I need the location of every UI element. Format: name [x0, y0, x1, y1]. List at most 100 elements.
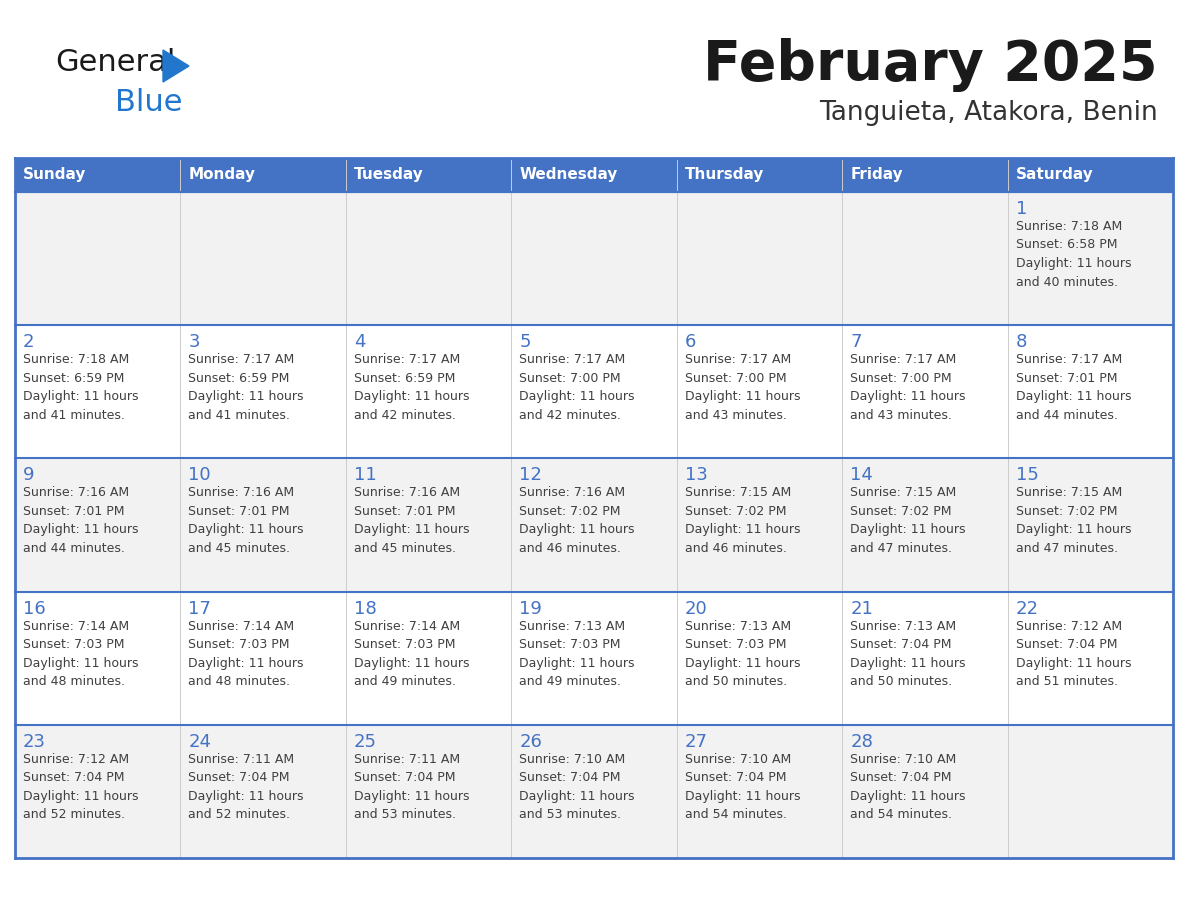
- Text: Sunrise: 7:15 AM
Sunset: 7:02 PM
Daylight: 11 hours
and 46 minutes.: Sunrise: 7:15 AM Sunset: 7:02 PM Dayligh…: [684, 487, 801, 554]
- Text: 8: 8: [1016, 333, 1026, 352]
- Text: Sunrise: 7:16 AM
Sunset: 7:01 PM
Daylight: 11 hours
and 44 minutes.: Sunrise: 7:16 AM Sunset: 7:01 PM Dayligh…: [23, 487, 139, 554]
- Bar: [1007, 325, 1173, 458]
- Bar: [181, 158, 346, 192]
- Text: Wednesday: Wednesday: [519, 167, 618, 183]
- Text: Sunrise: 7:16 AM
Sunset: 7:01 PM
Daylight: 11 hours
and 45 minutes.: Sunrise: 7:16 AM Sunset: 7:01 PM Dayligh…: [189, 487, 304, 554]
- Text: Sunrise: 7:15 AM
Sunset: 7:02 PM
Daylight: 11 hours
and 47 minutes.: Sunrise: 7:15 AM Sunset: 7:02 PM Dayligh…: [1016, 487, 1131, 554]
- Bar: [1007, 458, 1173, 591]
- Text: 16: 16: [23, 599, 46, 618]
- Bar: [677, 158, 842, 192]
- Bar: [511, 458, 677, 591]
- Text: Tuesday: Tuesday: [354, 167, 424, 183]
- Text: Sunday: Sunday: [23, 167, 87, 183]
- Bar: [511, 591, 677, 725]
- Bar: [346, 192, 511, 325]
- Bar: [15, 192, 181, 325]
- Text: 23: 23: [23, 733, 46, 751]
- Bar: [511, 725, 677, 858]
- Bar: [181, 725, 346, 858]
- Text: 9: 9: [23, 466, 34, 485]
- Bar: [842, 158, 1007, 192]
- Text: Monday: Monday: [189, 167, 255, 183]
- Bar: [1007, 725, 1173, 858]
- Bar: [181, 192, 346, 325]
- Text: 3: 3: [189, 333, 200, 352]
- Bar: [511, 192, 677, 325]
- Text: Sunrise: 7:17 AM
Sunset: 7:00 PM
Daylight: 11 hours
and 43 minutes.: Sunrise: 7:17 AM Sunset: 7:00 PM Dayligh…: [684, 353, 801, 421]
- Text: 13: 13: [684, 466, 708, 485]
- Text: 15: 15: [1016, 466, 1038, 485]
- Bar: [511, 158, 677, 192]
- Bar: [15, 158, 181, 192]
- Text: Blue: Blue: [115, 88, 183, 117]
- Bar: [842, 458, 1007, 591]
- Bar: [1007, 158, 1173, 192]
- Text: 21: 21: [851, 599, 873, 618]
- Bar: [15, 591, 181, 725]
- Text: Sunrise: 7:13 AM
Sunset: 7:03 PM
Daylight: 11 hours
and 50 minutes.: Sunrise: 7:13 AM Sunset: 7:03 PM Dayligh…: [684, 620, 801, 688]
- Text: 24: 24: [189, 733, 211, 751]
- Text: Sunrise: 7:12 AM
Sunset: 7:04 PM
Daylight: 11 hours
and 51 minutes.: Sunrise: 7:12 AM Sunset: 7:04 PM Dayligh…: [1016, 620, 1131, 688]
- Text: Sunrise: 7:14 AM
Sunset: 7:03 PM
Daylight: 11 hours
and 49 minutes.: Sunrise: 7:14 AM Sunset: 7:03 PM Dayligh…: [354, 620, 469, 688]
- Text: General: General: [55, 48, 176, 77]
- Text: Sunrise: 7:18 AM
Sunset: 6:59 PM
Daylight: 11 hours
and 41 minutes.: Sunrise: 7:18 AM Sunset: 6:59 PM Dayligh…: [23, 353, 139, 421]
- Text: 5: 5: [519, 333, 531, 352]
- Text: Sunrise: 7:15 AM
Sunset: 7:02 PM
Daylight: 11 hours
and 47 minutes.: Sunrise: 7:15 AM Sunset: 7:02 PM Dayligh…: [851, 487, 966, 554]
- Text: Sunrise: 7:10 AM
Sunset: 7:04 PM
Daylight: 11 hours
and 53 minutes.: Sunrise: 7:10 AM Sunset: 7:04 PM Dayligh…: [519, 753, 634, 822]
- Text: Sunrise: 7:17 AM
Sunset: 7:00 PM
Daylight: 11 hours
and 43 minutes.: Sunrise: 7:17 AM Sunset: 7:00 PM Dayligh…: [851, 353, 966, 421]
- Bar: [1007, 591, 1173, 725]
- Bar: [842, 192, 1007, 325]
- Text: 26: 26: [519, 733, 542, 751]
- Bar: [15, 325, 181, 458]
- Bar: [346, 591, 511, 725]
- Text: Sunrise: 7:12 AM
Sunset: 7:04 PM
Daylight: 11 hours
and 52 minutes.: Sunrise: 7:12 AM Sunset: 7:04 PM Dayligh…: [23, 753, 139, 822]
- Text: Sunrise: 7:17 AM
Sunset: 7:00 PM
Daylight: 11 hours
and 42 minutes.: Sunrise: 7:17 AM Sunset: 7:00 PM Dayligh…: [519, 353, 634, 421]
- Text: 11: 11: [354, 466, 377, 485]
- Text: 22: 22: [1016, 599, 1038, 618]
- Text: Saturday: Saturday: [1016, 167, 1093, 183]
- Text: Sunrise: 7:14 AM
Sunset: 7:03 PM
Daylight: 11 hours
and 48 minutes.: Sunrise: 7:14 AM Sunset: 7:03 PM Dayligh…: [23, 620, 139, 688]
- Text: Friday: Friday: [851, 167, 903, 183]
- Text: February 2025: February 2025: [703, 38, 1158, 92]
- Bar: [15, 458, 181, 591]
- Bar: [346, 158, 511, 192]
- Bar: [842, 325, 1007, 458]
- Text: Sunrise: 7:13 AM
Sunset: 7:03 PM
Daylight: 11 hours
and 49 minutes.: Sunrise: 7:13 AM Sunset: 7:03 PM Dayligh…: [519, 620, 634, 688]
- Bar: [15, 725, 181, 858]
- Text: 10: 10: [189, 466, 211, 485]
- Bar: [346, 725, 511, 858]
- Bar: [346, 325, 511, 458]
- Text: 2: 2: [23, 333, 34, 352]
- Text: 1: 1: [1016, 200, 1026, 218]
- Bar: [181, 325, 346, 458]
- Text: 28: 28: [851, 733, 873, 751]
- Text: 25: 25: [354, 733, 377, 751]
- Text: 6: 6: [684, 333, 696, 352]
- Polygon shape: [163, 50, 189, 82]
- Text: Sunrise: 7:17 AM
Sunset: 6:59 PM
Daylight: 11 hours
and 42 minutes.: Sunrise: 7:17 AM Sunset: 6:59 PM Dayligh…: [354, 353, 469, 421]
- Bar: [511, 325, 677, 458]
- Text: Sunrise: 7:18 AM
Sunset: 6:58 PM
Daylight: 11 hours
and 40 minutes.: Sunrise: 7:18 AM Sunset: 6:58 PM Dayligh…: [1016, 220, 1131, 288]
- Bar: [677, 725, 842, 858]
- Text: Sunrise: 7:11 AM
Sunset: 7:04 PM
Daylight: 11 hours
and 53 minutes.: Sunrise: 7:11 AM Sunset: 7:04 PM Dayligh…: [354, 753, 469, 822]
- Bar: [677, 325, 842, 458]
- Text: 7: 7: [851, 333, 861, 352]
- Text: 14: 14: [851, 466, 873, 485]
- Bar: [677, 192, 842, 325]
- Text: Sunrise: 7:13 AM
Sunset: 7:04 PM
Daylight: 11 hours
and 50 minutes.: Sunrise: 7:13 AM Sunset: 7:04 PM Dayligh…: [851, 620, 966, 688]
- Text: 12: 12: [519, 466, 542, 485]
- Bar: [181, 458, 346, 591]
- Bar: [677, 458, 842, 591]
- Text: Sunrise: 7:17 AM
Sunset: 7:01 PM
Daylight: 11 hours
and 44 minutes.: Sunrise: 7:17 AM Sunset: 7:01 PM Dayligh…: [1016, 353, 1131, 421]
- Text: 20: 20: [684, 599, 708, 618]
- Text: Sunrise: 7:17 AM
Sunset: 6:59 PM
Daylight: 11 hours
and 41 minutes.: Sunrise: 7:17 AM Sunset: 6:59 PM Dayligh…: [189, 353, 304, 421]
- Text: 27: 27: [684, 733, 708, 751]
- Text: 17: 17: [189, 599, 211, 618]
- Text: Sunrise: 7:10 AM
Sunset: 7:04 PM
Daylight: 11 hours
and 54 minutes.: Sunrise: 7:10 AM Sunset: 7:04 PM Dayligh…: [851, 753, 966, 822]
- Bar: [346, 458, 511, 591]
- Text: 19: 19: [519, 599, 542, 618]
- Bar: [181, 591, 346, 725]
- Bar: [842, 725, 1007, 858]
- Text: Sunrise: 7:16 AM
Sunset: 7:02 PM
Daylight: 11 hours
and 46 minutes.: Sunrise: 7:16 AM Sunset: 7:02 PM Dayligh…: [519, 487, 634, 554]
- Text: Sunrise: 7:16 AM
Sunset: 7:01 PM
Daylight: 11 hours
and 45 minutes.: Sunrise: 7:16 AM Sunset: 7:01 PM Dayligh…: [354, 487, 469, 554]
